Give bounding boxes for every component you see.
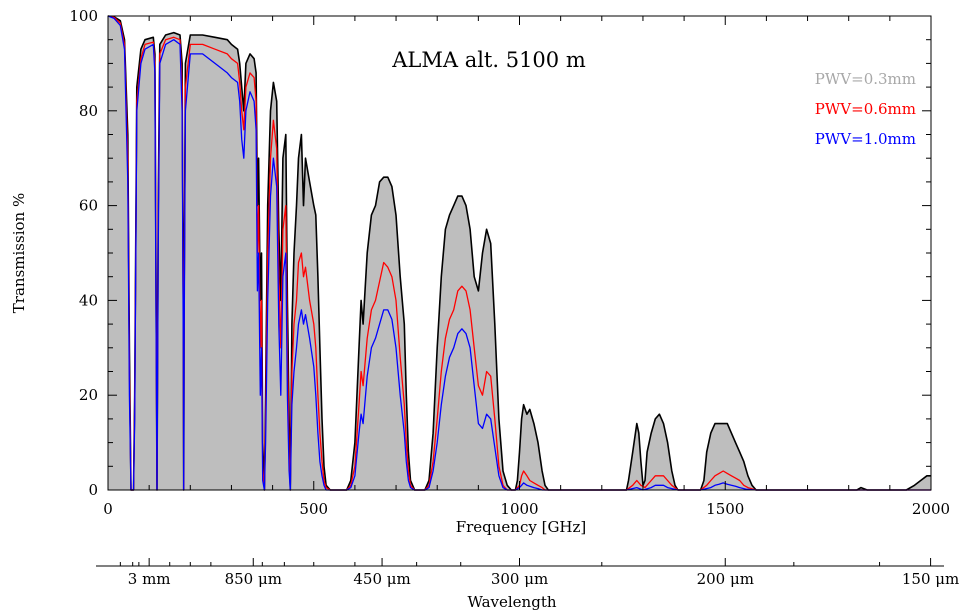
x-axis-title: Frequency [GHz] xyxy=(456,518,587,536)
series-area-1 xyxy=(108,16,931,490)
wavelength-tick-label: 200 μm xyxy=(697,570,754,588)
legend-entry: PWV=0.3mm xyxy=(815,70,916,88)
y-tick-label: 0 xyxy=(88,481,98,499)
y-tick-label: 100 xyxy=(69,7,98,25)
wavelength-axis-title: Wavelength xyxy=(467,593,556,611)
wavelength-tick-label: 850 μm xyxy=(225,570,282,588)
series-line-1 xyxy=(107,15,931,491)
axis-ticks: 0 500 1000 1500 2000 0 20 40 60 80 100 3 mm 850 μm 45… xyxy=(69,7,959,588)
wavelength-tick-label: 3 mm xyxy=(128,570,171,588)
x-tick-label: 2000 xyxy=(912,500,950,518)
legend-entry: PWV=0.6mm xyxy=(815,100,916,118)
y-tick-label: 40 xyxy=(79,291,98,309)
plot-area xyxy=(107,15,931,491)
y-tick-label: 60 xyxy=(79,197,98,215)
x-tick-label: 0 xyxy=(103,500,113,518)
wavelength-tick-label: 450 μm xyxy=(353,570,410,588)
y-tick-label: 20 xyxy=(79,386,98,404)
wavelength-tick-label: 300 μm xyxy=(491,570,548,588)
x-tick-label: 1500 xyxy=(706,500,744,518)
legend-entry: PWV=1.0mm xyxy=(815,130,916,148)
x-tick-label: 1000 xyxy=(500,500,538,518)
y-axis-title: Transmission % xyxy=(10,193,28,313)
chart-title: ALMA alt. 5100 m xyxy=(391,48,586,72)
wavelength-tick-label: 150 μm xyxy=(902,570,959,588)
x-tick-label: 500 xyxy=(299,500,328,518)
y-tick-label: 80 xyxy=(79,102,98,120)
legend: PWV=0.3mm PWV=0.6mm PWV=1.0mm xyxy=(815,70,916,148)
